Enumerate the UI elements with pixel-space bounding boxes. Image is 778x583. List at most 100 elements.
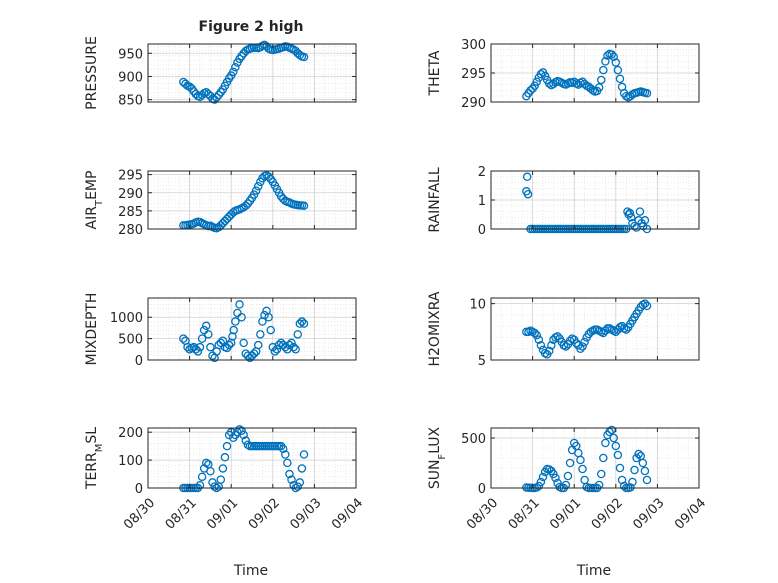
data-point bbox=[197, 334, 207, 343]
x-tick-label: 09/01 bbox=[204, 496, 241, 533]
data-point bbox=[260, 310, 269, 320]
subplot-terr-msl: 0 100 200 08/30 08/31 09/01 09/02 09/03 09/04 TER… bbox=[84, 425, 366, 533]
data-point bbox=[603, 51, 612, 60]
data-point bbox=[197, 472, 207, 482]
data-point bbox=[299, 52, 309, 62]
y-tick-label: 290 bbox=[118, 187, 143, 202]
data-point bbox=[231, 317, 240, 326]
data-point bbox=[299, 201, 309, 211]
data-point bbox=[532, 330, 542, 340]
y-tick-label: 850 bbox=[118, 94, 143, 109]
data-point bbox=[241, 436, 251, 445]
x-tick-label: 08/31 bbox=[506, 496, 543, 533]
data-point bbox=[239, 338, 248, 348]
data-point bbox=[185, 345, 194, 354]
subplot-rainfall: 0 1 2 RAINFALL bbox=[427, 165, 700, 238]
data-point bbox=[538, 472, 548, 482]
data-point bbox=[607, 50, 616, 59]
y-tick-label: 295 bbox=[118, 169, 143, 184]
data-point bbox=[299, 450, 309, 459]
data-point bbox=[285, 469, 294, 479]
data-point bbox=[183, 342, 192, 352]
y-axis-label: MIXDEPTH bbox=[84, 293, 100, 366]
data-point bbox=[630, 465, 639, 475]
data-point bbox=[596, 75, 606, 85]
data-point bbox=[621, 325, 631, 334]
data-point bbox=[253, 340, 263, 350]
data-point bbox=[534, 481, 544, 491]
data-point bbox=[293, 482, 303, 491]
y-tick-label: 300 bbox=[461, 38, 486, 53]
y-axis-label: TERRMSL bbox=[84, 427, 105, 490]
data-point bbox=[204, 89, 213, 99]
y-tick-label: 10 bbox=[469, 298, 486, 313]
data-point bbox=[532, 77, 542, 86]
y-tick-label: 280 bbox=[118, 223, 143, 238]
y-tick-label: 2 bbox=[478, 165, 486, 180]
data-point bbox=[216, 475, 226, 484]
y-axis-label: THETA bbox=[427, 50, 443, 96]
data-point bbox=[615, 463, 625, 473]
data-point bbox=[544, 346, 554, 356]
data-point bbox=[642, 475, 652, 485]
data-point bbox=[578, 342, 587, 351]
data-point bbox=[619, 481, 629, 491]
data-point bbox=[599, 328, 608, 338]
y-tick-label: 500 bbox=[461, 432, 486, 447]
figure-title: Figure 2 high bbox=[199, 19, 304, 35]
data-point bbox=[283, 458, 292, 468]
data-point bbox=[632, 453, 641, 463]
data-point bbox=[212, 93, 221, 102]
y-tick-label: 0 bbox=[135, 354, 143, 369]
data-point bbox=[536, 477, 546, 487]
data-point bbox=[253, 181, 263, 191]
data-point bbox=[549, 469, 558, 479]
data-point bbox=[572, 338, 581, 348]
data-point bbox=[526, 86, 535, 95]
subplot-sun-flux: 0 500 08/30 08/31 09/01 09/02 09/03 09/04 SUNFLU… bbox=[427, 425, 709, 533]
data-point bbox=[295, 50, 305, 60]
y-tick-label: 5 bbox=[478, 354, 486, 369]
subplot-h2omixra: 5 10 H2OMIXRA bbox=[427, 291, 700, 369]
y-tick-label: 900 bbox=[118, 70, 143, 85]
data-point bbox=[264, 172, 273, 182]
x-axis-label-left: Time bbox=[233, 563, 268, 579]
x-tick-label: 09/02 bbox=[589, 496, 626, 533]
data-point bbox=[272, 345, 282, 354]
x-tick-label: 09/02 bbox=[246, 496, 283, 533]
data-point bbox=[206, 467, 215, 476]
data-point bbox=[293, 330, 303, 339]
data-point bbox=[264, 312, 273, 322]
data-point bbox=[601, 438, 610, 448]
axes-box bbox=[147, 427, 357, 489]
data-point bbox=[611, 58, 621, 67]
data-point bbox=[251, 186, 261, 195]
y-tick-label: 0 bbox=[135, 482, 143, 497]
data-point bbox=[206, 342, 215, 352]
data-point bbox=[553, 332, 562, 341]
data-point bbox=[544, 465, 554, 474]
data-point bbox=[634, 449, 643, 459]
data-point bbox=[291, 345, 300, 354]
data-point bbox=[576, 344, 585, 353]
data-point bbox=[523, 189, 533, 199]
data-point bbox=[530, 328, 539, 338]
data-point bbox=[534, 335, 544, 344]
data-point bbox=[287, 338, 296, 348]
data-point bbox=[235, 425, 244, 434]
data-point bbox=[576, 455, 585, 465]
data-point bbox=[297, 464, 307, 473]
data-point bbox=[195, 480, 205, 490]
data-point bbox=[563, 471, 573, 481]
data-point bbox=[295, 478, 305, 487]
x-tick-label: 09/04 bbox=[329, 496, 366, 533]
data-point bbox=[185, 82, 194, 91]
y-tick-label: 295 bbox=[461, 67, 486, 82]
y-axis-label: PRESSURE bbox=[84, 36, 100, 110]
data-point bbox=[229, 67, 238, 77]
data-point bbox=[210, 95, 219, 104]
y-axis-label: AIRTEMP bbox=[84, 171, 105, 230]
data-point bbox=[289, 342, 298, 352]
data-point bbox=[218, 464, 228, 473]
